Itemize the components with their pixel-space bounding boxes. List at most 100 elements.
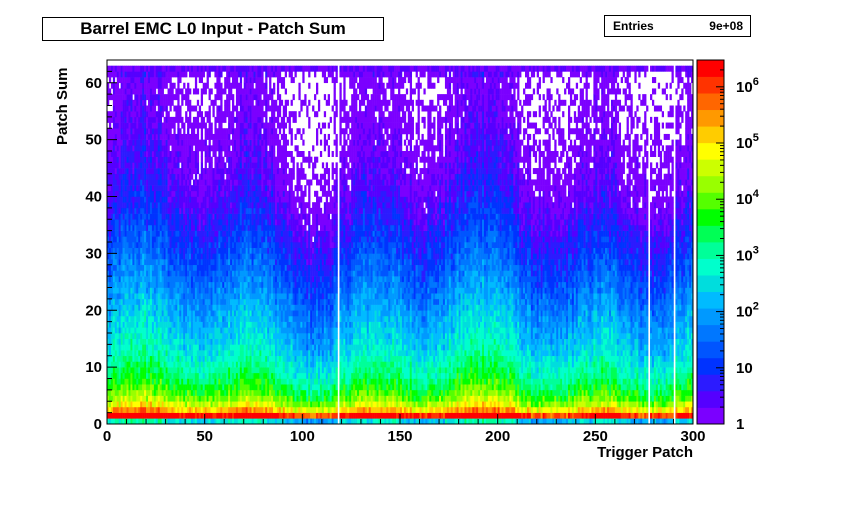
heatmap-cell [232,293,235,300]
heatmap-cell [245,219,248,226]
heatmap-cell [259,281,262,288]
heatmap-cell [130,310,133,317]
heatmap-cell [159,293,162,300]
heatmap-cell [110,321,114,328]
heatmap-cell [171,384,174,391]
heatmap-cell [233,105,237,112]
heatmap-cell [151,213,155,220]
heatmap-cell [146,105,149,112]
heatmap-cell [126,151,129,157]
heatmap-cell [253,94,256,101]
heatmap-cell [243,133,246,140]
heatmap-cell [116,338,120,345]
heatmap-cell [261,236,264,243]
heatmap-cell [235,418,239,425]
heatmap-cell [214,179,217,186]
heatmap-cell [216,190,219,197]
heatmap-cell [232,202,235,209]
heatmap-cell [253,162,256,169]
heatmap-cell [148,145,151,152]
heatmap-cell [175,105,178,112]
heatmap-cell [245,315,248,322]
heatmap-cell [189,378,192,385]
heatmap-cell [136,310,139,317]
heatmap-cell [144,253,147,260]
heatmap-cell [232,111,235,118]
heatmap-cell [198,219,202,226]
heatmap-cell [161,224,164,231]
heatmap-cell [212,270,215,277]
heatmap-cell [218,293,221,300]
heatmap-cell [167,281,170,288]
heatmap-cell [140,88,143,95]
heatmap-cell [110,253,114,260]
heatmap-cell [116,281,120,288]
heatmap-cell [144,401,147,408]
heatmap-cell [159,350,162,357]
heatmap-cell [116,156,120,163]
heatmap-cell [261,276,264,283]
heatmap-cell [130,384,133,391]
heatmap-cell [253,128,256,135]
heatmap-cell [134,287,137,294]
heatmap-cell [210,412,213,419]
heatmap-cell [134,213,137,220]
heatmap-cell [159,185,162,192]
heatmap-cell [114,173,118,180]
heatmap-cell [255,287,258,294]
heatmap-cell [179,389,182,396]
heatmap-cell [155,162,159,169]
heatmap-cell [144,111,147,118]
heatmap-cell [228,71,231,78]
heatmap-cell [259,338,262,345]
heatmap-cell [230,173,233,180]
heatmap-cell [204,293,207,300]
heatmap-cell [208,213,211,220]
heatmap-cell [235,111,239,118]
heatmap-cell [108,145,112,152]
heatmap-cell [237,321,241,328]
heatmap-cell [232,372,235,379]
heatmap-cell [169,350,172,357]
heatmap-cell [146,224,149,231]
heatmap-cell [183,412,186,419]
heatmap-cell [261,281,264,288]
heatmap-cell [128,105,131,112]
heatmap-cell [169,173,172,180]
heatmap-cell [255,162,258,169]
heatmap-cell [148,406,151,413]
heatmap-cell [198,389,202,396]
heatmap-cell [159,355,162,362]
heatmap-cell [228,264,231,271]
heatmap-cell [114,327,118,334]
heatmap-cell [118,367,121,374]
heatmap-cell [167,418,170,425]
heatmap-cell [151,389,155,396]
heatmap-cell [132,276,135,283]
heatmap-cell [167,179,170,186]
heatmap-cell [216,287,219,294]
heatmap-cell [263,213,266,220]
heatmap-cell [253,270,256,277]
heatmap-cell [251,361,254,368]
heatmap-cell [108,270,112,277]
heatmap-cell [214,395,217,402]
heatmap-cell [245,242,248,248]
heatmap-cell [155,333,159,339]
heatmap-cell [159,333,162,339]
heatmap-cell [243,253,246,260]
heatmap-cell [257,71,260,78]
heatmap-cell [124,401,127,408]
heatmap-cell [110,372,114,379]
heatmap-cell [206,315,209,322]
heatmap-cell [196,247,200,254]
heatmap-cell [210,162,213,169]
heatmap-cell [120,128,123,135]
heatmap-cell [259,293,262,300]
heatmap-cell [206,82,209,89]
heatmap-cell [241,230,245,237]
heatmap-cell [222,156,225,163]
heatmap-cell [107,207,110,214]
heatmap-cell [233,344,237,351]
heatmap-cell [122,179,125,186]
